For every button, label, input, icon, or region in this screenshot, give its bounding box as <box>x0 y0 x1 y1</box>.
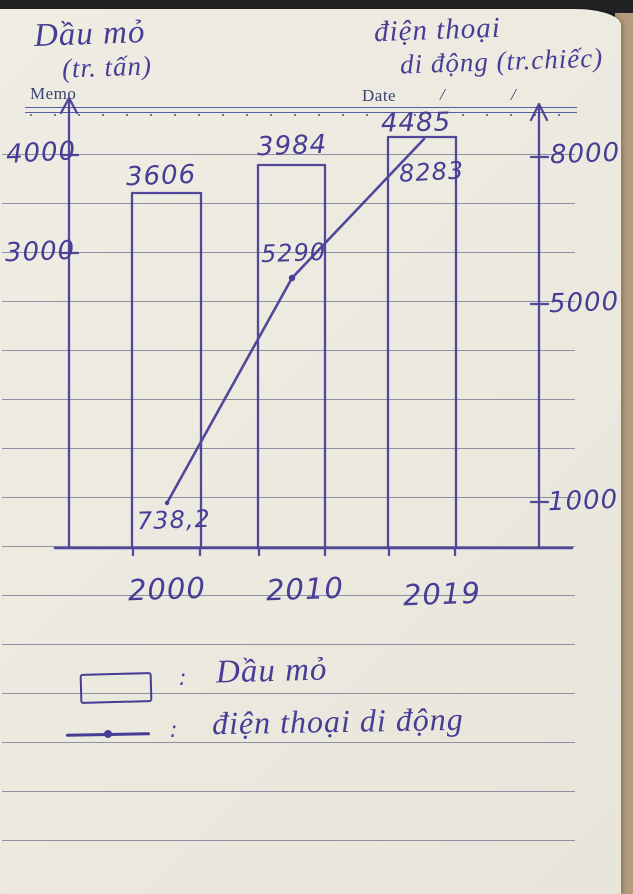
memo-label: Memo <box>30 84 77 103</box>
bar-value-2019: 4485 <box>380 107 452 139</box>
right-axis-title-line1: điện thoại <box>373 11 502 49</box>
x-label-2019: 2019 <box>402 575 482 613</box>
legend-separator-1: : <box>179 666 188 691</box>
bar-value-2010: 3984 <box>256 129 328 163</box>
right-axis-label-1000: 1000 <box>547 484 619 518</box>
bar-value-2000: 3606 <box>125 159 197 193</box>
right-axis-label-5000: 5000 <box>548 286 620 320</box>
left-axis-label-4000: 4000 <box>5 136 77 170</box>
x-label-2010: 2010 <box>265 570 345 608</box>
legend-separator-2: : <box>170 718 179 743</box>
date-label: Date <box>362 86 397 105</box>
left-axis-title-line1: Dầu mỏ <box>33 14 146 54</box>
legend-bar-symbol <box>79 672 153 704</box>
right-axis-label-8000: 8000 <box>549 137 621 171</box>
header-double-rule <box>25 107 577 113</box>
date-slash-2: / <box>511 85 517 104</box>
left-axis-title-line2: (tr. tấn) <box>61 50 153 84</box>
header-dotted-ticks <box>30 114 575 116</box>
legend-label-phones: điện thoại di động <box>211 700 465 742</box>
line-value-2010: 5290 <box>260 237 327 269</box>
line-value-2000: 738,2 <box>136 504 212 536</box>
line-value-2019: 8283 <box>398 156 465 188</box>
left-axis-label-3000: 3000 <box>4 235 76 269</box>
legend-label-oil: Dầu mỏ <box>215 651 328 691</box>
date-slash-1: / <box>440 85 446 104</box>
x-label-2000: 2000 <box>127 570 207 608</box>
